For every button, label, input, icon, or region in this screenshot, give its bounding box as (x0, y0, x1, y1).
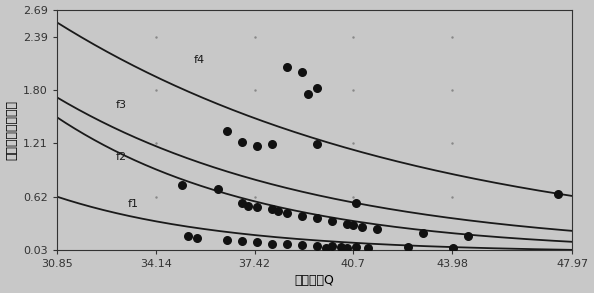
Text: f2: f2 (115, 152, 127, 162)
Point (337, 245, 346, 250)
Point (298, 243, 307, 248)
Point (372, 227, 382, 231)
Point (312, 244, 322, 248)
Point (282, 242, 292, 247)
Point (448, 246, 457, 251)
Point (183, 234, 192, 239)
Point (252, 144, 262, 148)
Point (327, 244, 337, 248)
Point (273, 209, 283, 213)
Y-axis label: 渗透率（毫达西）: 渗透率（毫达西） (5, 100, 18, 160)
Point (343, 246, 352, 251)
Text: f4: f4 (194, 55, 205, 65)
Point (554, 192, 563, 196)
Point (327, 219, 337, 223)
Point (349, 223, 358, 228)
Point (403, 245, 412, 250)
Point (463, 234, 473, 239)
Point (312, 86, 322, 91)
Point (352, 200, 361, 205)
Text: f1: f1 (128, 200, 138, 209)
Point (237, 200, 247, 205)
Point (321, 246, 331, 251)
Point (222, 238, 232, 242)
Point (177, 183, 187, 187)
Point (312, 216, 322, 221)
Text: f3: f3 (115, 100, 127, 110)
Point (352, 245, 361, 250)
Point (418, 230, 428, 235)
Point (237, 140, 247, 145)
Point (364, 246, 373, 251)
Point (267, 207, 277, 212)
Point (267, 241, 277, 246)
Point (252, 239, 262, 244)
Point (298, 214, 307, 219)
Point (282, 210, 292, 215)
Point (192, 236, 201, 241)
Point (213, 187, 223, 192)
Point (243, 203, 252, 208)
X-axis label: 品质因子Q: 品质因子Q (295, 275, 334, 287)
Point (267, 142, 277, 146)
Point (358, 225, 367, 230)
Point (237, 239, 247, 243)
Point (312, 142, 322, 146)
Point (222, 128, 232, 133)
Point (298, 69, 307, 74)
Point (252, 205, 262, 210)
Point (304, 92, 313, 97)
Point (282, 65, 292, 70)
Point (343, 221, 352, 226)
